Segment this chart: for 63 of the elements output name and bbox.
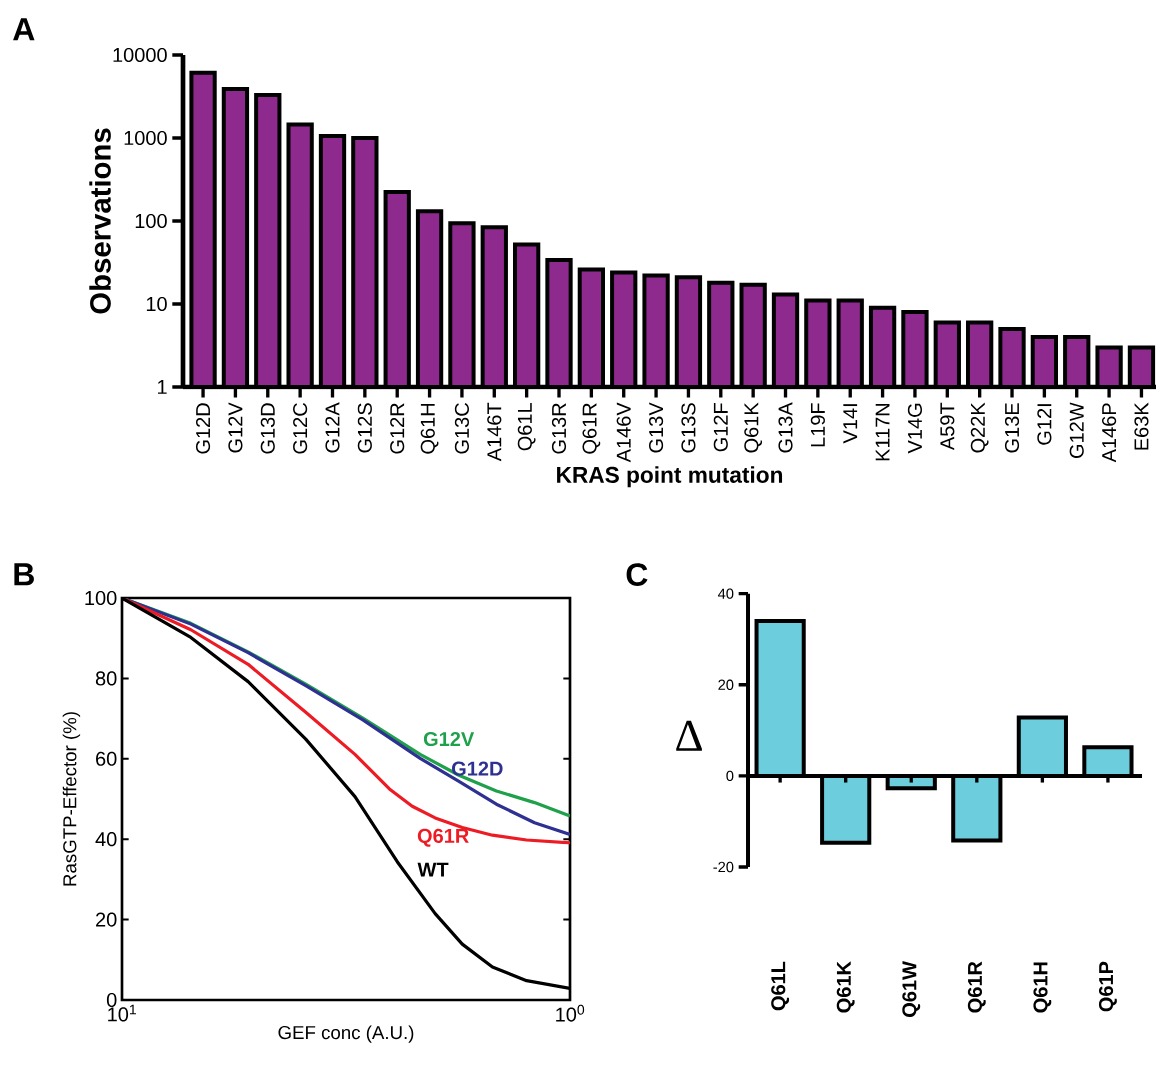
x-tick-label: A146P bbox=[1102, 403, 1117, 463]
y-tick-label: 0 bbox=[726, 770, 734, 782]
y-tick-label: 80 bbox=[95, 671, 117, 686]
x-tick-label: Q61H bbox=[1033, 962, 1052, 1013]
y-tick-label: 20 bbox=[96, 912, 117, 927]
x-tick-label: G12C bbox=[293, 403, 308, 454]
y-axis-title: Observations bbox=[89, 128, 111, 314]
x-tick-label: A146T bbox=[487, 402, 502, 462]
x-tick-label: Q61L bbox=[771, 961, 790, 1011]
x-tick-label: G12A bbox=[325, 402, 340, 453]
x-tick-label: G13C bbox=[454, 403, 469, 454]
series-label: Q61R bbox=[417, 828, 469, 847]
y-tick-label: 10 bbox=[146, 296, 167, 312]
x-tick-label: G12R bbox=[390, 403, 405, 454]
x-tick-label: G12F bbox=[713, 403, 728, 452]
y-tick-label: 1 bbox=[158, 380, 167, 394]
x-tick-label: 10$^{0}$ bbox=[556, 1004, 585, 1022]
y-tick-label: 10000 bbox=[113, 47, 167, 63]
x-tick-label: G13S bbox=[681, 403, 696, 453]
x-tick-label: Q61R bbox=[967, 961, 986, 1013]
series-label: WT bbox=[417, 862, 449, 877]
series-label: G12D bbox=[452, 761, 503, 776]
y-tick-label: 20 bbox=[718, 679, 734, 690]
x-tick-label: G12W bbox=[1069, 402, 1084, 458]
x-tick-label: G13A bbox=[778, 402, 793, 453]
x-tick-label: G12I bbox=[1037, 404, 1052, 445]
x-tick-label: Q61R bbox=[582, 403, 601, 454]
y-tick-label: 1000 bbox=[124, 130, 167, 146]
chart-title: A bbox=[13, 18, 35, 41]
x-tick-label: V14I bbox=[843, 404, 858, 444]
chart-title: B bbox=[14, 563, 34, 586]
x-tick-label: V14G bbox=[907, 403, 923, 454]
x-tick-label: G13D bbox=[260, 403, 275, 454]
x-tick-label: K117N bbox=[875, 403, 890, 461]
series-label: G12V bbox=[423, 731, 475, 747]
y-tick-label: 60 bbox=[96, 751, 117, 766]
x-tick-label: G13V bbox=[648, 402, 664, 453]
x-tick-label: G12D bbox=[195, 403, 211, 454]
x-tick-label: Q61P bbox=[1098, 961, 1117, 1012]
x-tick-label: A146V bbox=[616, 402, 631, 463]
x-tick-label: G13E bbox=[1004, 403, 1020, 453]
x-tick-label: G12V bbox=[228, 402, 243, 453]
x-tick-label: E63K bbox=[1134, 402, 1149, 450]
x-tick-label: Q61K bbox=[836, 961, 855, 1013]
y-tick-label: 40 bbox=[717, 588, 734, 599]
x-axis-title: KRAS point mutation bbox=[557, 466, 783, 488]
chart-title: C bbox=[626, 563, 648, 586]
x-tick-label: A59T bbox=[940, 402, 955, 451]
x-axis-title: GEF conc (A.U.) bbox=[278, 1025, 414, 1043]
x-tick-label: Q61W bbox=[902, 961, 921, 1017]
x-tick-label: Q61K bbox=[744, 402, 763, 453]
y-tick-label: -20 bbox=[713, 861, 734, 873]
x-tick-label: Q61L bbox=[517, 402, 536, 451]
y-axis-title: RasGTP-Effector (%) bbox=[62, 712, 81, 886]
y-tick-label: 100 bbox=[135, 213, 167, 229]
y-axis-title: Δ bbox=[676, 720, 702, 751]
x-tick-label: L19F bbox=[810, 403, 825, 447]
x-tick-label: G12S bbox=[357, 403, 372, 453]
x-tick-label: Q61H bbox=[420, 403, 439, 454]
y-tick-label: 40 bbox=[95, 832, 117, 847]
y-tick-label: 100 bbox=[85, 590, 117, 606]
x-tick-label: G13R bbox=[551, 403, 567, 454]
x-tick-label: Q22K bbox=[970, 402, 989, 453]
